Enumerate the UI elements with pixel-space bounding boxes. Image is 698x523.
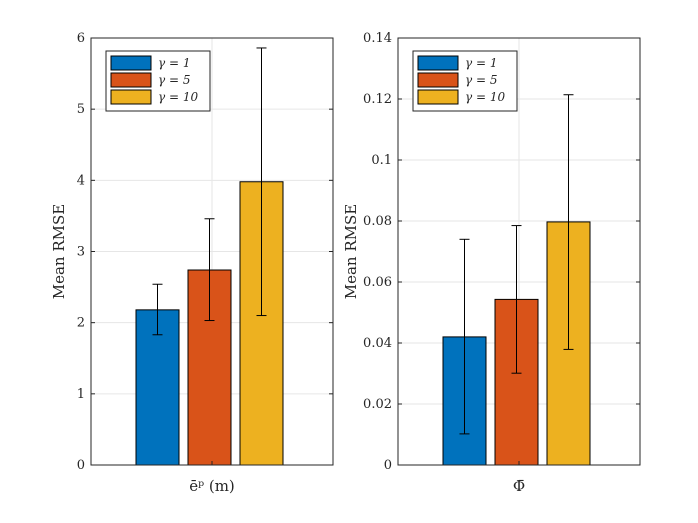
y-tick-label: 0.1 [371,153,392,168]
y-tick-label: 0.14 [363,31,392,46]
legend-label: γ = 1 [158,56,191,70]
legend-label: γ = 1 [465,56,498,70]
y-tick-label: 0.06 [363,275,392,290]
y-tick-label: 5 [77,102,85,117]
legend-swatch [110,55,152,71]
y-tick-label: 0.04 [363,336,392,351]
y-tick-label: 6 [77,31,85,46]
legend-label: γ = 10 [158,90,198,104]
y-tick-label: 0 [384,458,392,473]
y-axis-label: Mean RMSE [342,204,360,300]
y-tick-label: 1 [77,387,85,402]
legend-label: γ = 5 [158,73,191,87]
y-tick-label: 4 [77,173,85,188]
legend-swatch [110,72,152,88]
y-tick-label: 0.12 [363,92,392,107]
y-tick-label: 0 [77,458,85,473]
legend-swatch [417,72,459,88]
legend-swatch [110,89,152,105]
y-axis-label: Mean RMSE [50,204,68,300]
legend-swatch [417,89,459,105]
legend-label: γ = 10 [465,90,505,104]
right-chart-rmse-phi: 0 0.02 0.04 0.06 0.08 0.1 0.12 0.14 Φ̄ Mean RMSE γ… [342,31,641,495]
bar-gamma-1 [135,309,180,466]
y-tick-label: 3 [77,245,85,260]
legend-label: γ = 5 [465,73,498,87]
y-tick-label: 2 [77,316,85,331]
y-tick-label: 0.02 [363,397,392,412]
x-axis-label: Φ̄ [513,477,525,495]
left-chart-rmse-position: 0 1 2 3 4 5 6 ēᵖ (m) Mean RMSE γ = 1 γ = 5 γ = 10 [50,31,334,495]
legend-swatch [417,55,459,71]
y-tick-label: 0.08 [363,214,392,229]
x-axis-label: ēᵖ (m) [189,477,235,495]
